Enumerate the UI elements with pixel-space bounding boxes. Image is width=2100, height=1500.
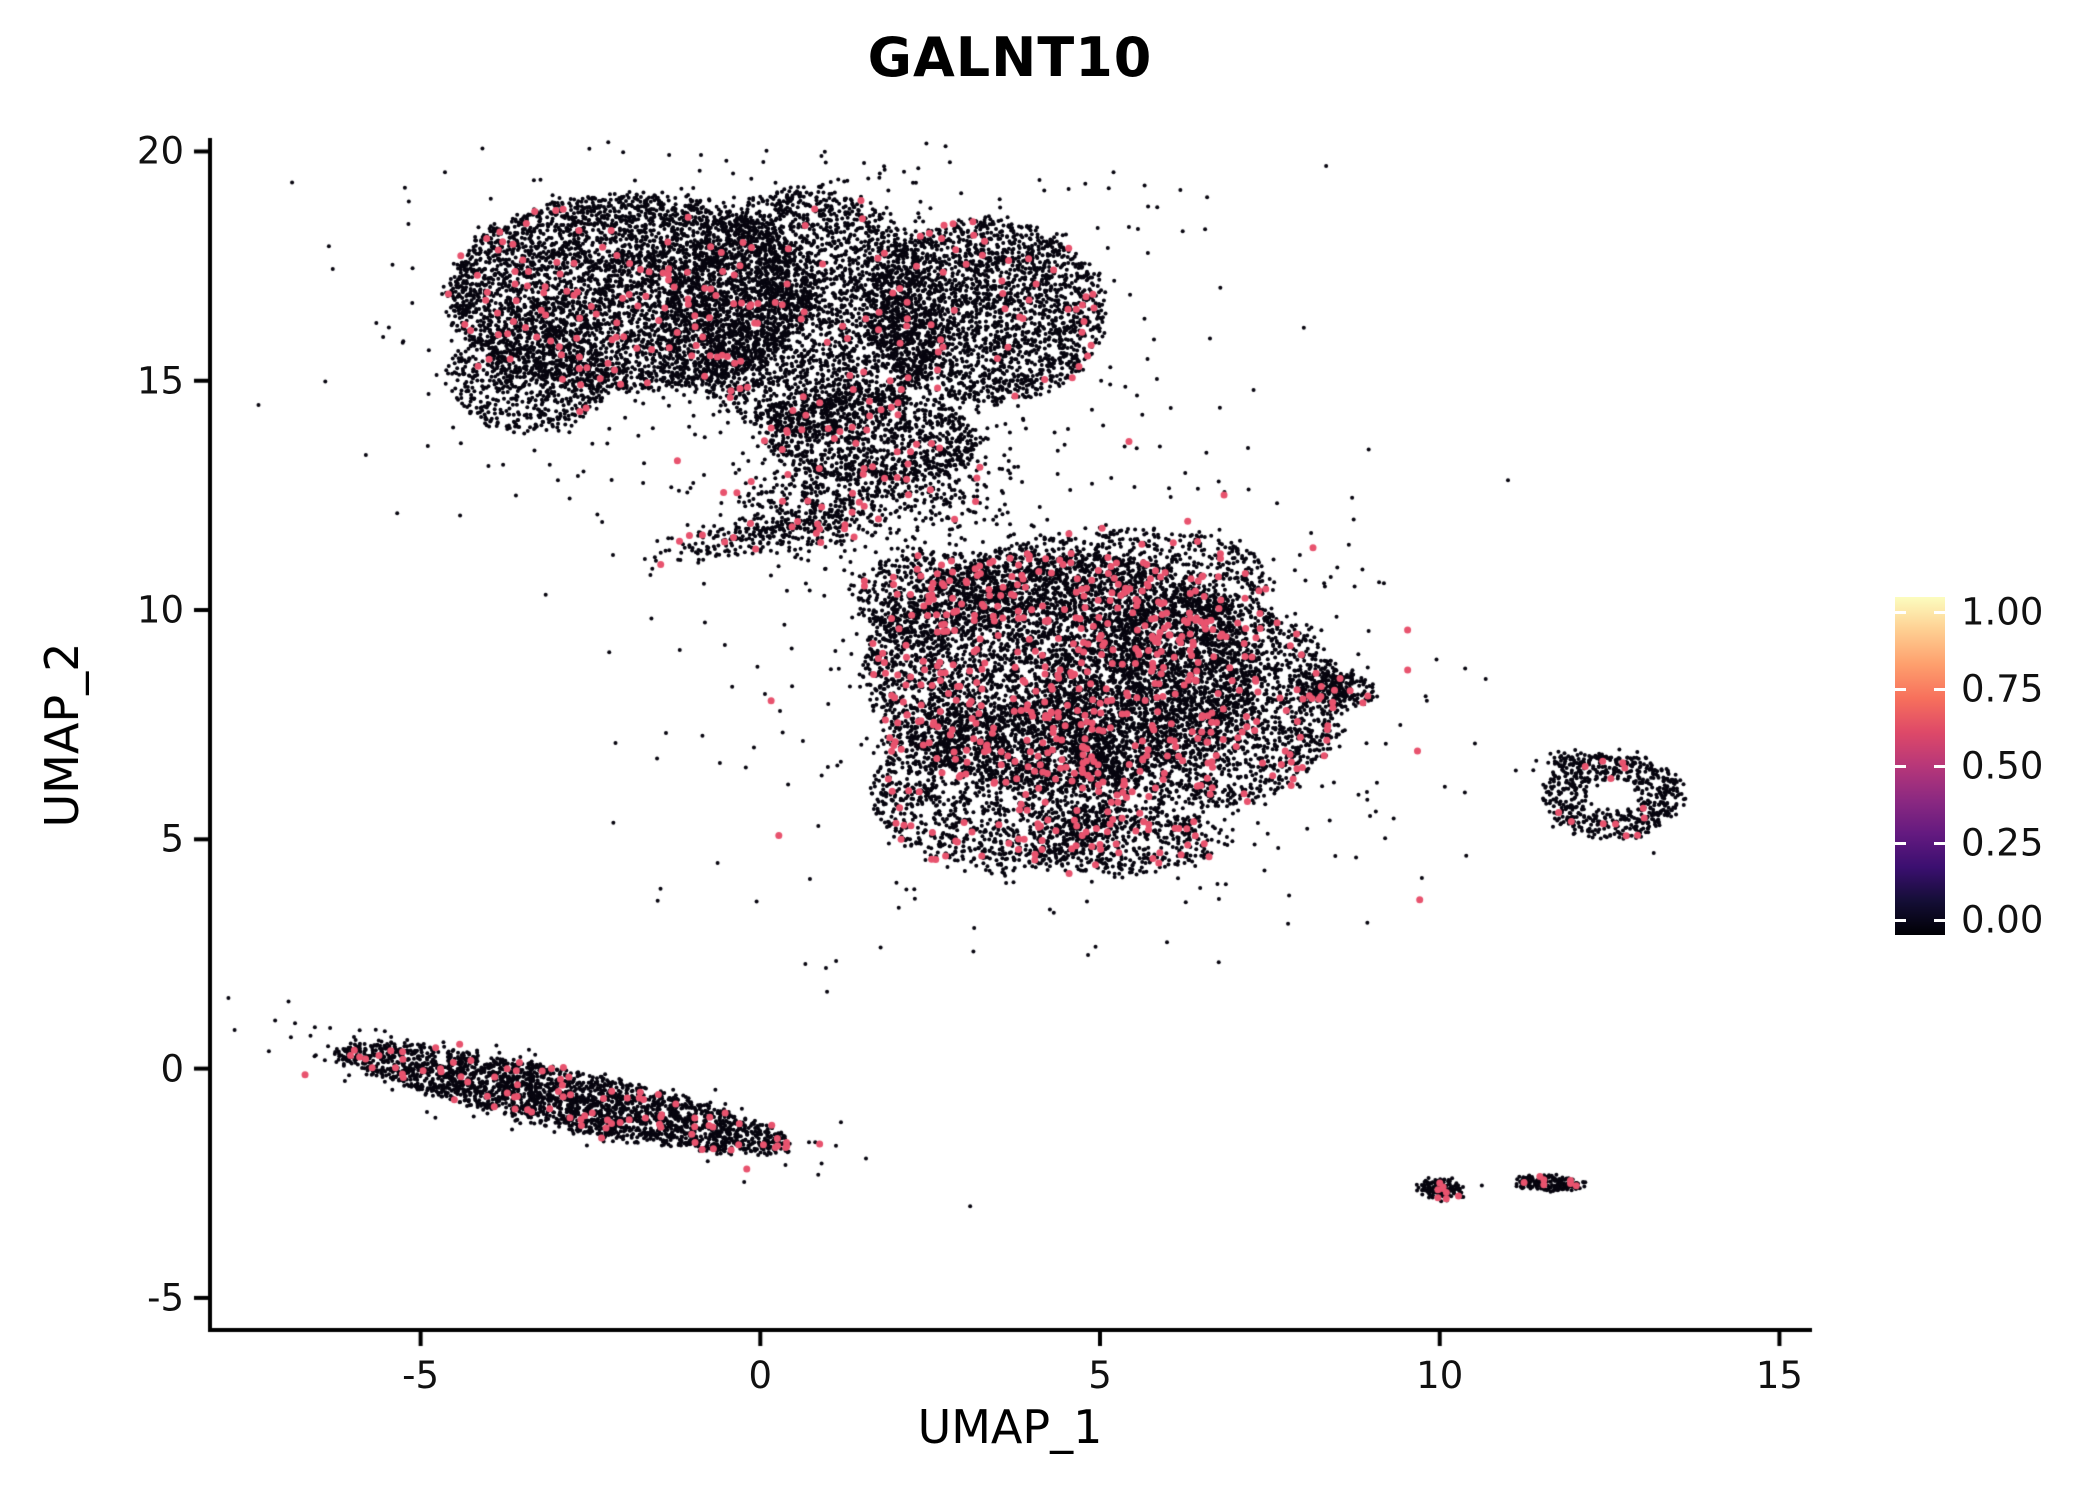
x-tick-label: 15: [1755, 1354, 1803, 1397]
colorbar-tick-label: 0.00: [1961, 898, 2044, 942]
y-tick-label: 0: [160, 1047, 184, 1091]
colorbar-tick-label: 0.75: [1961, 667, 2044, 711]
x-tick-label: -5: [402, 1354, 440, 1397]
colorbar-tick-mark: [1934, 687, 1945, 691]
y-tick-label: 20: [136, 129, 184, 173]
colorbar-tick-mark: [1895, 610, 1906, 614]
y-tick-label: 10: [136, 588, 184, 632]
colorbar-tick-mark: [1934, 918, 1945, 922]
y-axis-title: UMAP_2: [35, 642, 89, 828]
x-tick-label: 5: [1088, 1354, 1112, 1397]
chart-title: GALNT10: [867, 26, 1153, 89]
y-tick-label: 5: [160, 817, 184, 861]
colorbar-tick-label: 0.50: [1961, 744, 2044, 788]
colorbar-tick-label: 0.25: [1961, 821, 2044, 865]
y-tick-label: 15: [136, 359, 184, 403]
colorbar-tick-mark: [1895, 918, 1906, 922]
colorbar-tick-label: 1.00: [1961, 590, 2044, 634]
colorbar-tick-mark: [1934, 841, 1945, 845]
x-tick-label: 0: [748, 1354, 773, 1397]
x-tick-label: 10: [1416, 1354, 1464, 1397]
x-axis-title: UMAP_1: [917, 1400, 1103, 1454]
y-tick-label: -5: [147, 1276, 184, 1320]
colorbar-tick-mark: [1895, 687, 1906, 691]
colorbar-tick-mark: [1895, 764, 1906, 768]
colorbar-tick-mark: [1934, 610, 1945, 614]
colorbar-tick-mark: [1934, 764, 1945, 768]
colorbar-tick-mark: [1895, 841, 1906, 845]
